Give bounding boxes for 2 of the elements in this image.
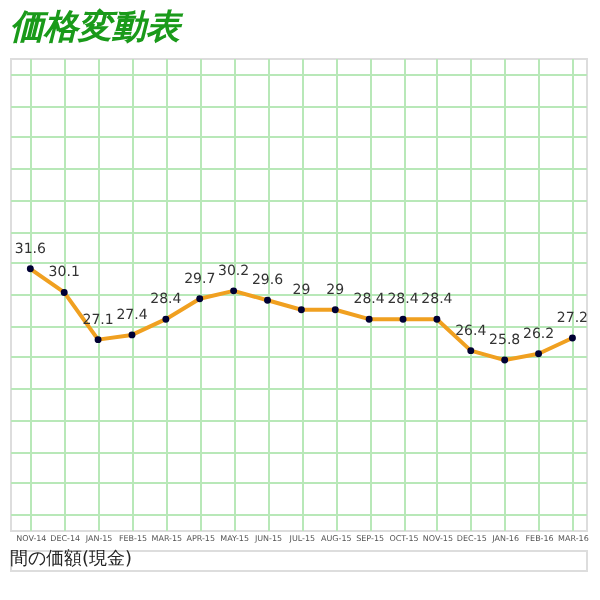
- chart-title: 価格変動表: [10, 8, 184, 48]
- text: 間の価額(現金): [10, 548, 133, 570]
